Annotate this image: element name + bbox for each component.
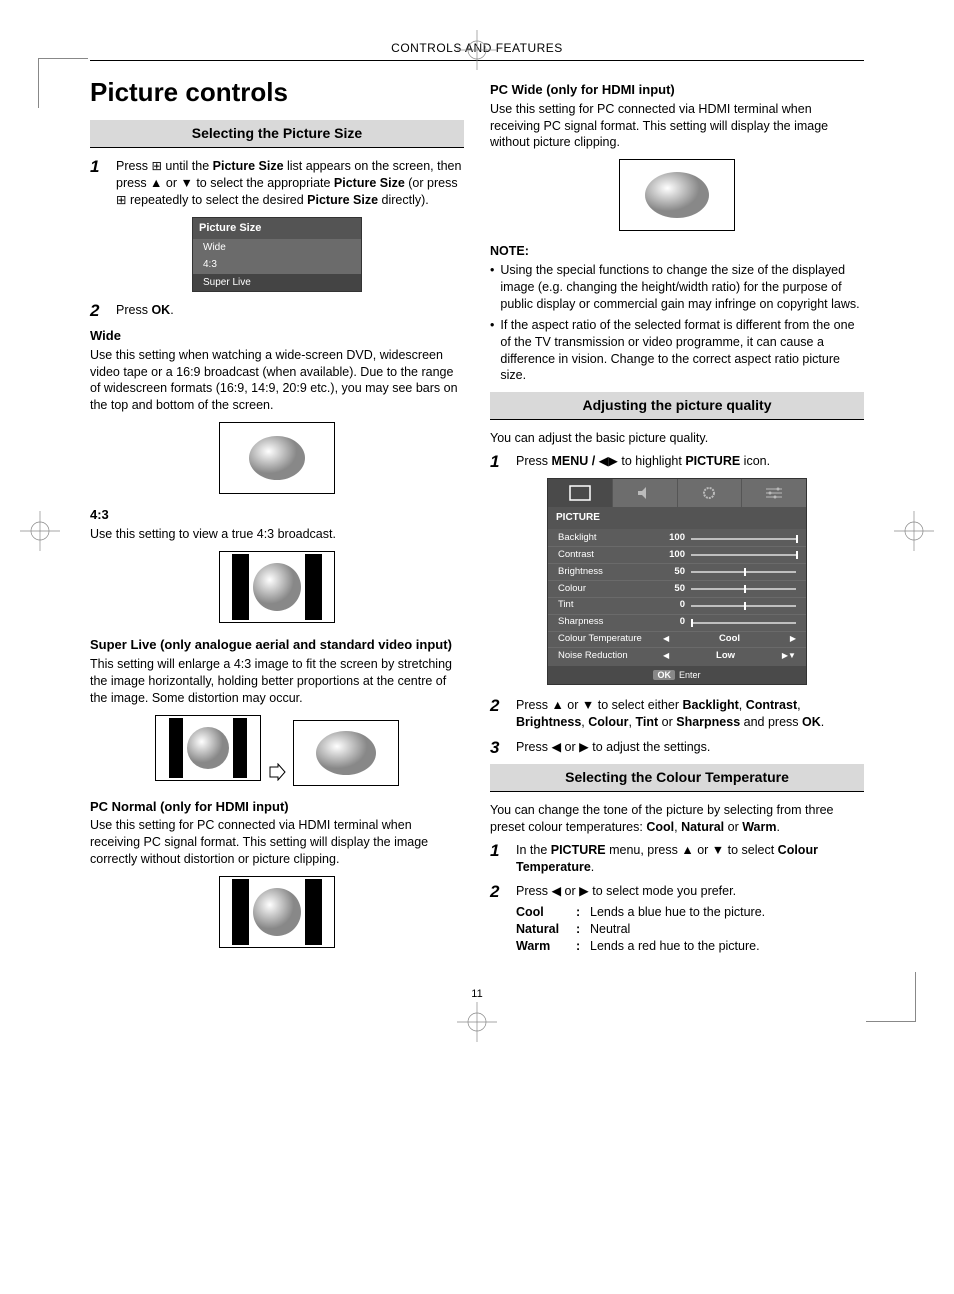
- step-number: 1: [490, 453, 506, 470]
- pcnormal-body: Use this setting for PC connected via HD…: [90, 817, 464, 868]
- note-item: If the aspect ratio of the selected form…: [490, 317, 864, 385]
- section-picture-size: Selecting the Picture Size: [90, 120, 464, 148]
- pcnormal-heading: PC Normal (only for HDMI input): [90, 798, 464, 816]
- page-number: 11: [0, 987, 954, 1002]
- step-2-ct: 2 Press ◀ or ▶ to select mode you prefer…: [490, 883, 864, 955]
- registration-mark-left: [20, 511, 60, 551]
- step-number: 2: [90, 302, 106, 319]
- step-number: 2: [490, 697, 506, 731]
- superlive-heading: Super Live (only analogue aerial and sta…: [90, 636, 464, 654]
- left-column: Picture controls Selecting the Picture S…: [90, 75, 464, 963]
- pcwide-body: Use this setting for PC connected via HD…: [490, 101, 864, 152]
- wide-illustration: [90, 422, 464, 494]
- osd-title: PICTURE: [548, 507, 806, 529]
- right-icon: ▶: [579, 740, 589, 754]
- wide-heading: Wide: [90, 327, 464, 345]
- registration-mark-right: [894, 511, 934, 551]
- pcwide-heading: PC Wide (only for HDMI input): [490, 81, 864, 99]
- note-heading: NOTE:: [490, 243, 864, 260]
- up-icon: ▲: [551, 698, 563, 712]
- down-icon: ▼: [180, 176, 192, 190]
- ct-row: Warm:Lends a red hue to the picture.: [516, 938, 864, 955]
- superlive-illustration: [90, 715, 464, 786]
- step-number: 3: [490, 739, 506, 756]
- ar43-body: Use this setting to view a true 4:3 broa…: [90, 526, 464, 543]
- osd-option-row: Noise Reduction◀Low▶▼: [548, 647, 806, 664]
- registration-mark-bottom: [457, 1002, 497, 1042]
- step-2-picture-size: 2 Press OK.: [90, 302, 464, 319]
- pcnormal-illustration: [90, 876, 464, 950]
- osd-slider-row: Brightness50: [548, 563, 806, 580]
- up-icon: ▲: [150, 176, 162, 190]
- osd-item: 4:3: [193, 256, 361, 274]
- superlive-body: This setting will enlarge a 4:3 image to…: [90, 656, 464, 707]
- osd-item: Super Live: [193, 274, 361, 292]
- left-right-icon: ◀▶: [599, 454, 618, 468]
- adjust-intro: You can adjust the basic picture quality…: [490, 430, 864, 447]
- note-list: Using the special functions to change th…: [490, 262, 864, 384]
- ar43-illustration: [90, 551, 464, 625]
- osd-slider-row: Sharpness0: [548, 614, 806, 631]
- step-3-adjust: 3 Press ◀ or ▶ to adjust the settings.: [490, 739, 864, 756]
- osd-slider-row: Tint0: [548, 597, 806, 614]
- tv-button-icon: ⊞: [151, 159, 161, 173]
- arrow-icon: [268, 763, 286, 786]
- left-icon: ◀: [551, 884, 561, 898]
- section-adjust-quality: Adjusting the picture quality: [490, 392, 864, 420]
- tv-button-icon: ⊞: [116, 193, 126, 207]
- crop-mark-tl: [38, 58, 88, 108]
- picture-osd: PICTURE Backlight100Contrast100Brightnes…: [547, 478, 807, 685]
- registration-mark-top: [457, 30, 497, 70]
- ct-table: Cool:Lends a blue hue to the picture.Nat…: [516, 904, 864, 955]
- step-number: 2: [490, 883, 506, 955]
- right-column: PC Wide (only for HDMI input) Use this s…: [490, 75, 864, 963]
- page-title: Picture controls: [90, 75, 464, 110]
- picture-size-osd: Picture Size Wide4:3Super Live: [192, 217, 362, 292]
- note-item: Using the special functions to change th…: [490, 262, 864, 313]
- step-number: 1: [90, 158, 106, 209]
- osd-tab-options: [742, 479, 806, 507]
- osd-slider-row: Colour50: [548, 580, 806, 597]
- osd-item: Wide: [193, 239, 361, 257]
- osd-slider-row: Backlight100: [548, 531, 806, 547]
- wide-body: Use this setting when watching a wide-sc…: [90, 347, 464, 415]
- osd-tab-setup: [678, 479, 743, 507]
- left-icon: ◀: [551, 740, 561, 754]
- osd-option-row: Colour Temperature◀Cool▶: [548, 631, 806, 648]
- osd-title: Picture Size: [193, 218, 361, 239]
- osd-slider-row: Contrast100: [548, 546, 806, 563]
- down-icon: ▼: [712, 843, 724, 857]
- step-2-adjust: 2 Press ▲ or ▼ to select either Backligh…: [490, 697, 864, 731]
- down-icon: ▼: [582, 698, 594, 712]
- step-1-ct: 1 In the PICTURE menu, press ▲ or ▼ to s…: [490, 842, 864, 876]
- osd-tab-sound: [613, 479, 678, 507]
- section-colour-temp: Selecting the Colour Temperature: [490, 764, 864, 792]
- step-1-adjust: 1 Press MENU / ◀▶ to highlight PICTURE i…: [490, 453, 864, 470]
- crop-mark-br: [866, 972, 916, 1022]
- ct-row: Natural:Neutral: [516, 921, 864, 938]
- right-icon: ▶: [579, 884, 589, 898]
- ct-intro: You can change the tone of the picture b…: [490, 802, 864, 836]
- up-icon: ▲: [681, 843, 693, 857]
- step-1-picture-size: 1 Press ⊞ until the Picture Size list ap…: [90, 158, 464, 209]
- step-number: 1: [490, 842, 506, 876]
- osd-footer: OKEnter: [548, 666, 806, 684]
- ct-row: Cool:Lends a blue hue to the picture.: [516, 904, 864, 921]
- osd-tab-picture: [548, 479, 613, 507]
- ar43-heading: 4:3: [90, 506, 464, 524]
- pcwide-illustration: [490, 159, 864, 231]
